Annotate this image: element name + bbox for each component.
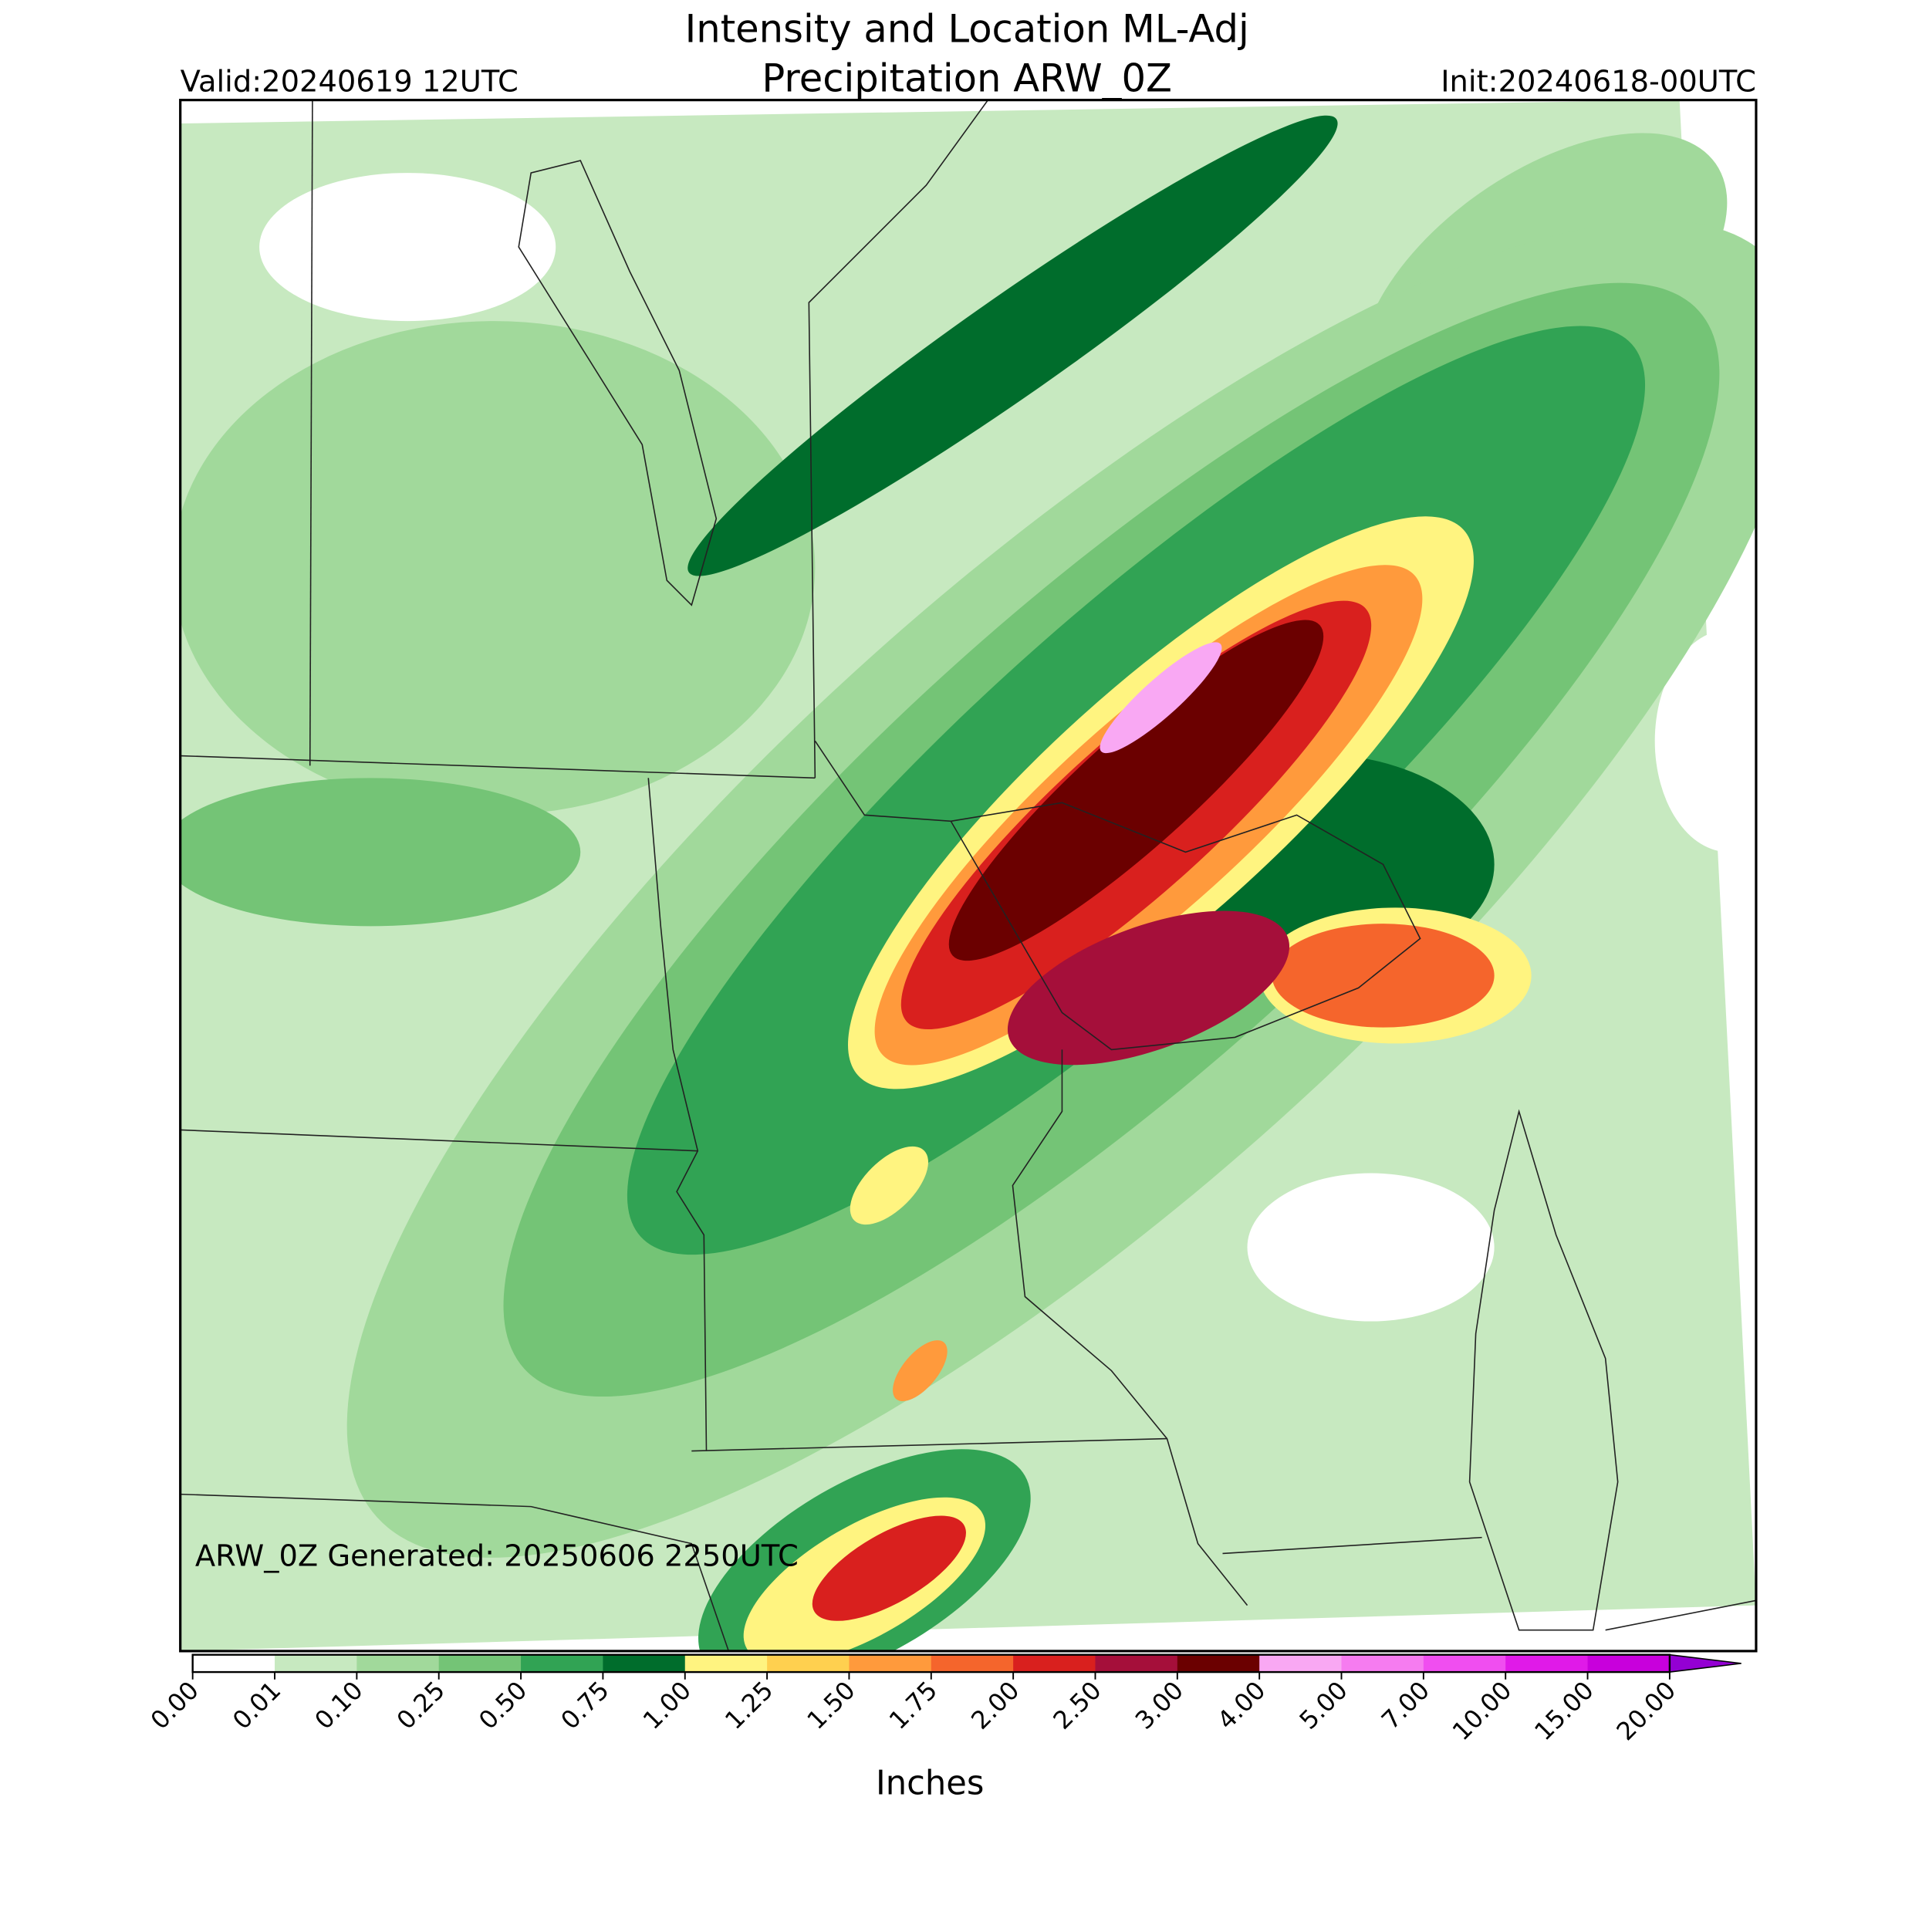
field <box>850 1146 928 1225</box>
border <box>808 100 989 779</box>
colorbar-bin <box>192 1654 275 1673</box>
title: Precipitation ARW_0Z <box>762 56 1172 100</box>
colorbar-tick-label: 0.00 <box>145 1675 204 1734</box>
lake-outline <box>950 802 1421 1051</box>
colorbar-tick-label: 15.00 <box>1529 1675 1600 1746</box>
colorbar-bin <box>1177 1654 1260 1673</box>
colorbar-tick-label: 1.50 <box>801 1675 860 1734</box>
colorbar-bin <box>275 1654 358 1673</box>
colorbar-tick-label: 0.10 <box>309 1675 368 1734</box>
field <box>893 1340 948 1402</box>
init-time: Init:20240618-00UTC <box>1441 64 1756 99</box>
field <box>1007 910 1290 1066</box>
colorbar-label: Inches <box>876 1765 984 1803</box>
colorbar-tick-label: 0.75 <box>555 1675 614 1734</box>
colorbar-tick-label: 10.00 <box>1447 1675 1518 1746</box>
border <box>180 755 816 779</box>
colorbar-bin <box>849 1654 932 1673</box>
border <box>1222 1536 1482 1555</box>
colorbar-extend <box>1669 1653 1742 1673</box>
generated-note: ARW_0Z Generated: 20250606 2250UTC <box>195 1539 799 1573</box>
border <box>814 740 951 822</box>
colorbar-bin <box>1095 1654 1178 1673</box>
colorbar: 0.00 0.01 0.10 0.25 0.50 0.75 1.00 1.25 1.50 1.75… <box>145 1653 1742 1746</box>
colorbar-bin <box>767 1654 850 1673</box>
field <box>1100 642 1222 754</box>
border <box>1012 1049 1248 1606</box>
colorbar-bin <box>1013 1654 1096 1673</box>
field <box>180 778 581 927</box>
colorbar-tick-label: 5.00 <box>1294 1675 1353 1734</box>
colorbar-bin <box>1587 1654 1671 1673</box>
colorbar-tick-label: 1.00 <box>637 1675 697 1734</box>
border <box>691 1437 1167 1452</box>
field <box>259 173 556 322</box>
colorbar-bin <box>1505 1654 1589 1673</box>
map <box>180 100 1756 1651</box>
colorbar-tick-label: 1.75 <box>883 1675 943 1734</box>
field <box>1654 630 1756 853</box>
field <box>180 321 816 816</box>
field <box>687 115 1338 576</box>
field <box>948 620 1324 961</box>
colorbar-bin <box>521 1654 604 1673</box>
colorbar-bin <box>438 1654 522 1673</box>
colorbar-bin <box>356 1654 440 1673</box>
border <box>647 778 708 1451</box>
colorbar-tick-label: 20.00 <box>1611 1675 1682 1746</box>
colorbar-bin <box>1341 1654 1424 1673</box>
lake <box>1468 1109 1619 1631</box>
colorbar-bin <box>931 1654 1014 1673</box>
colorbar-bin <box>1423 1654 1507 1673</box>
colorbar-bin <box>1259 1654 1343 1673</box>
colorbar-tick-label: 1.25 <box>719 1675 779 1734</box>
colorbar-tick-label: 0.50 <box>473 1675 532 1734</box>
colorbar-tick-label: 2.00 <box>965 1675 1025 1734</box>
colorbar-tick-label: 4.00 <box>1211 1675 1271 1734</box>
field <box>812 1515 966 1621</box>
colorbar-tick-label: 0.01 <box>227 1675 286 1734</box>
colorbar-tick-label: 3.00 <box>1130 1675 1189 1734</box>
colorbar-bin <box>603 1654 686 1673</box>
colorbar-tick-label: 2.50 <box>1047 1675 1106 1734</box>
lake <box>518 160 718 606</box>
field <box>1272 924 1495 1028</box>
colorbar-bin <box>684 1654 768 1673</box>
border <box>1605 1599 1756 1631</box>
title: Intensity and Location ML-Adj <box>685 6 1249 51</box>
colorbar-tick-label: 7.00 <box>1376 1675 1435 1734</box>
border <box>309 100 313 766</box>
field <box>1247 1173 1495 1322</box>
border <box>180 1129 698 1152</box>
valid-time: Valid:20240619 12UTC <box>181 64 519 99</box>
map-frame <box>179 99 1758 1653</box>
border <box>180 1493 730 1651</box>
colorbar-tick-label: 0.25 <box>391 1675 451 1734</box>
